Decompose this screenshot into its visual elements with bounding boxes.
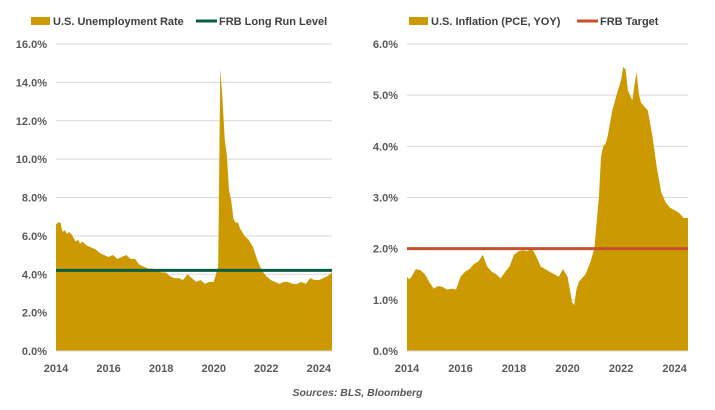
- left-legend: U.S. Unemployment Rate FRB Long Run Leve…: [31, 16, 327, 28]
- y-tick-label: 0.0%: [373, 346, 398, 358]
- source-note: Sources: BLS, Bloomberg: [292, 387, 423, 399]
- y-tick-label: 14.0%: [16, 77, 47, 89]
- legend-label-pce-inflation: U.S. Inflation (PCE, YOY): [431, 16, 561, 28]
- x-tick-label: 2022: [609, 363, 633, 375]
- y-tick-label: 4.0%: [373, 141, 398, 153]
- y-tick-label: 0.0%: [22, 346, 47, 358]
- y-tick-label: 8.0%: [22, 193, 47, 205]
- y-tick-label: 1.0%: [373, 295, 398, 307]
- right-x-axis-ticks: 2014 2016 2018 2020 2022 2024: [395, 363, 688, 375]
- legend-label-frb-target: FRB Target: [600, 16, 659, 28]
- pce-inflation-area: [407, 67, 688, 351]
- x-tick-label: 2018: [149, 363, 173, 375]
- left-x-axis-ticks: 2014 2016 2018 2020 2022 2024: [44, 363, 332, 375]
- x-tick-label: 2020: [201, 363, 225, 375]
- y-tick-label: 6.0%: [373, 39, 398, 51]
- x-tick-label: 2024: [662, 363, 687, 375]
- legend-label-frb-long-run-level: FRB Long Run Level: [219, 16, 327, 28]
- y-tick-label: 10.0%: [16, 154, 47, 166]
- x-tick-label: 2014: [44, 363, 69, 375]
- x-tick-label: 2014: [395, 363, 420, 375]
- x-tick-label: 2022: [254, 363, 278, 375]
- legend-swatch-unemployment-rate: [31, 17, 50, 25]
- left-y-axis-ticks: 0.0% 2.0% 4.0% 6.0% 8.0% 10.0% 12.0% 14.0% 16.0%: [16, 39, 47, 358]
- y-tick-label: 2.0%: [373, 244, 398, 256]
- x-tick-label: 2016: [448, 363, 472, 375]
- right-y-axis-ticks: 0.0% 1.0% 2.0% 3.0% 4.0% 5.0% 6.0%: [373, 39, 398, 358]
- x-tick-label: 2020: [555, 363, 579, 375]
- unemployment-chart: 0.0% 2.0% 4.0% 6.0% 8.0% 10.0% 12.0% 14.0% 16.0%…: [16, 16, 332, 375]
- y-tick-label: 3.0%: [373, 193, 398, 205]
- unemployment-rate-area: [56, 68, 332, 351]
- right-legend: U.S. Inflation (PCE, YOY) FRB Target: [409, 16, 659, 28]
- y-tick-label: 5.0%: [373, 90, 398, 102]
- legend-swatch-pce-inflation: [409, 17, 428, 25]
- y-tick-label: 12.0%: [16, 116, 47, 128]
- y-tick-label: 2.0%: [22, 308, 47, 320]
- x-tick-label: 2016: [96, 363, 120, 375]
- y-tick-label: 16.0%: [16, 39, 47, 51]
- inflation-chart: 0.0%1.0%2.0%3.0%4.0%5.0%6.0% 2014 2016 201…: [373, 16, 688, 375]
- y-tick-label: 6.0%: [22, 231, 47, 243]
- x-tick-label: 2018: [502, 363, 526, 375]
- legend-label-unemployment-rate: U.S. Unemployment Rate: [53, 16, 184, 28]
- y-tick-label: 4.0%: [22, 269, 47, 281]
- x-tick-label: 2024: [307, 363, 332, 375]
